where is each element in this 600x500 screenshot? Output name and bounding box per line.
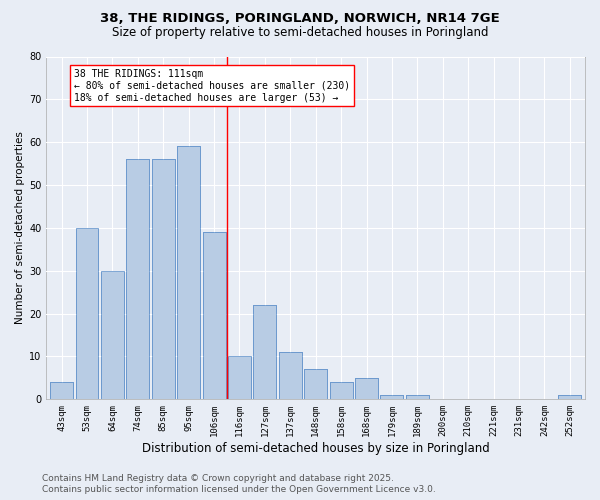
- X-axis label: Distribution of semi-detached houses by size in Poringland: Distribution of semi-detached houses by …: [142, 442, 490, 455]
- Bar: [76, 228, 98, 400]
- Bar: [380, 395, 403, 400]
- Bar: [253, 305, 277, 400]
- Bar: [279, 352, 302, 400]
- Bar: [253, 305, 277, 400]
- Bar: [329, 382, 353, 400]
- Bar: [228, 356, 251, 400]
- Bar: [101, 271, 124, 400]
- Bar: [127, 160, 149, 400]
- Bar: [406, 395, 429, 400]
- Bar: [279, 352, 302, 400]
- Bar: [177, 146, 200, 400]
- Bar: [559, 395, 581, 400]
- Bar: [101, 271, 124, 400]
- Bar: [380, 395, 403, 400]
- Bar: [177, 146, 200, 400]
- Bar: [559, 395, 581, 400]
- Text: 38, THE RIDINGS, PORINGLAND, NORWICH, NR14 7GE: 38, THE RIDINGS, PORINGLAND, NORWICH, NR…: [100, 12, 500, 26]
- Bar: [203, 232, 226, 400]
- Y-axis label: Number of semi-detached properties: Number of semi-detached properties: [15, 132, 25, 324]
- Bar: [355, 378, 378, 400]
- Bar: [76, 228, 98, 400]
- Bar: [50, 382, 73, 400]
- Text: 38 THE RIDINGS: 111sqm
← 80% of semi-detached houses are smaller (230)
18% of se: 38 THE RIDINGS: 111sqm ← 80% of semi-det…: [74, 70, 350, 102]
- Bar: [50, 382, 73, 400]
- Bar: [406, 395, 429, 400]
- Bar: [152, 160, 175, 400]
- Bar: [304, 370, 327, 400]
- Bar: [329, 382, 353, 400]
- Bar: [203, 232, 226, 400]
- Bar: [228, 356, 251, 400]
- Bar: [152, 160, 175, 400]
- Bar: [355, 378, 378, 400]
- Bar: [127, 160, 149, 400]
- Bar: [304, 370, 327, 400]
- Text: Contains HM Land Registry data © Crown copyright and database right 2025.
Contai: Contains HM Land Registry data © Crown c…: [42, 474, 436, 494]
- Text: Size of property relative to semi-detached houses in Poringland: Size of property relative to semi-detach…: [112, 26, 488, 39]
